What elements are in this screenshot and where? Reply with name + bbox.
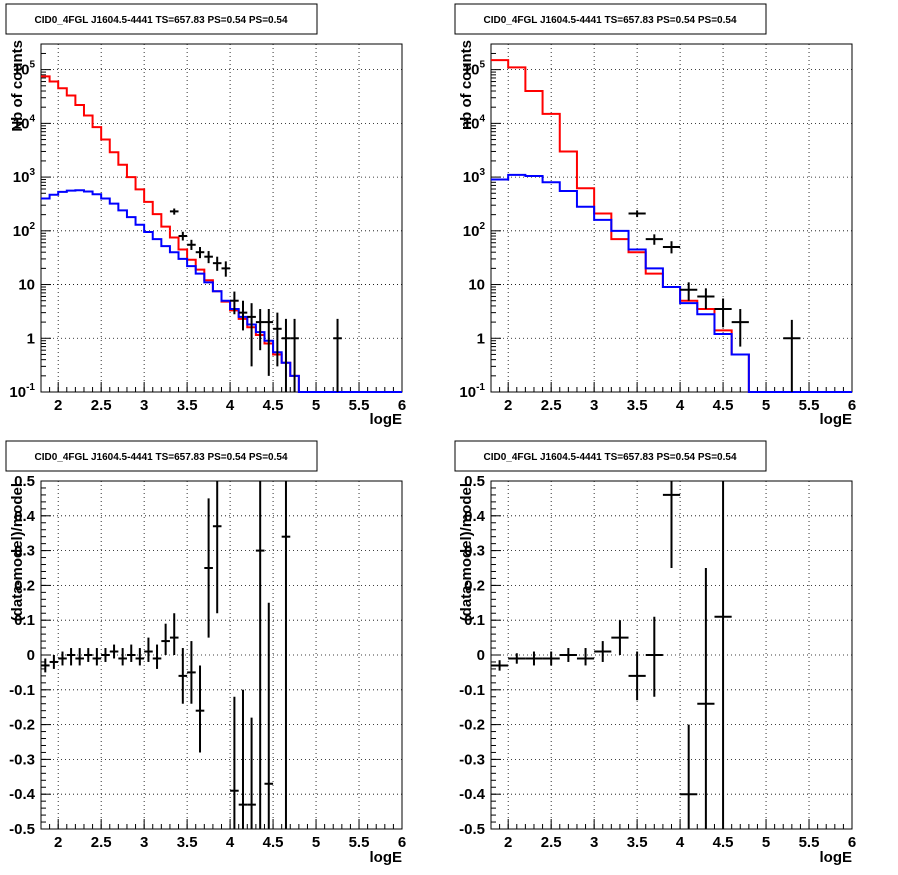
x-tick-label: 2 — [54, 397, 62, 414]
top-right-counts-panel: CID0_4FGL J1604.5-4441 TS=657.83 PS=0.54… — [454, 3, 856, 428]
y-tick-label: 103 — [13, 167, 36, 186]
x-tick-label: 5 — [312, 397, 320, 414]
x-tick-label: 3.5 — [177, 834, 198, 851]
x-tick-label: 3 — [590, 397, 598, 414]
x-tick-label: 4.5 — [263, 397, 284, 414]
y-tick-label: 0.2 — [14, 577, 35, 594]
y-tick-label: -0.2 — [9, 717, 35, 734]
x-tick-label: 4.5 — [713, 834, 734, 851]
x-tick-label: 6 — [848, 834, 856, 851]
y-axis-title: Nb of counts — [9, 40, 26, 132]
y-tick-label: -0.1 — [459, 682, 485, 699]
x-axis-title: logE — [820, 411, 853, 428]
x-tick-label: 2.5 — [91, 834, 112, 851]
x-tick-label: 5 — [762, 397, 770, 414]
x-tick-label: 4 — [226, 397, 235, 414]
y-tick-label: -0.5 — [459, 821, 485, 838]
plot-frame — [490, 43, 853, 393]
y-tick-label: 104 — [463, 113, 486, 132]
x-tick-label: 5.5 — [799, 397, 820, 414]
y-tick-label: 0.1 — [464, 612, 485, 629]
y-tick-label: 0 — [477, 647, 485, 664]
pad-title: CID0_4FGL J1604.5-4441 TS=657.83 PS=0.54… — [483, 15, 736, 26]
x-tick-label: 2 — [504, 397, 512, 414]
y-tick-label: 0.3 — [14, 543, 35, 560]
y-tick-label: -0.3 — [459, 751, 485, 768]
y-tick-label: 0.2 — [464, 577, 485, 594]
x-tick-label: 6 — [398, 397, 406, 414]
x-axis-title: logE — [370, 849, 403, 866]
x-tick-label: 3 — [140, 397, 148, 414]
y-tick-label: -0.3 — [9, 751, 35, 768]
x-axis-title: logE — [370, 411, 403, 428]
y-tick-label: 0.5 — [14, 473, 35, 490]
pad-title: CID0_4FGL J1604.5-4441 TS=657.83 PS=0.54… — [34, 15, 287, 26]
y-tick-label: 102 — [13, 221, 36, 240]
y-tick-label: 0.4 — [14, 508, 36, 525]
y-tick-label: 103 — [463, 167, 486, 186]
x-tick-label: 4 — [226, 834, 235, 851]
x-tick-label: 2.5 — [91, 397, 112, 414]
y-tick-label: -0.4 — [9, 786, 36, 803]
y-axis-title: (data-model)/model — [458, 483, 475, 621]
y-tick-label: 0.1 — [14, 612, 35, 629]
x-tick-label: 5.5 — [349, 397, 370, 414]
plot-frame — [40, 43, 403, 393]
x-tick-label: 5 — [762, 834, 770, 851]
y-tick-label: 0.3 — [464, 543, 485, 560]
y-tick-label: 102 — [463, 221, 486, 240]
x-tick-label: 3 — [140, 834, 148, 851]
x-tick-label: 3 — [590, 834, 598, 851]
x-tick-label: 4 — [676, 834, 685, 851]
y-axis-title: nb of counts — [458, 40, 475, 130]
y-tick-label: 105 — [463, 60, 486, 79]
x-tick-label: 5 — [312, 834, 320, 851]
pad-title: CID0_4FGL J1604.5-4441 TS=657.83 PS=0.54… — [34, 452, 287, 463]
pad-title-box — [454, 440, 767, 472]
x-tick-label: 5.5 — [349, 834, 370, 851]
x-tick-label: 3.5 — [627, 834, 648, 851]
x-tick-label: 4.5 — [263, 834, 284, 851]
x-tick-label: 4 — [676, 397, 685, 414]
x-tick-label: 3.5 — [177, 397, 198, 414]
x-tick-label: 3.5 — [627, 397, 648, 414]
x-tick-label: 4.5 — [713, 397, 734, 414]
y-tick-label: 104 — [13, 113, 36, 132]
x-tick-label: 2 — [54, 834, 62, 851]
bottom-left-residual-panel: CID0_4FGL J1604.5-4441 TS=657.83 PS=0.54… — [5, 440, 406, 866]
y-tick-label: 10 — [18, 277, 35, 294]
x-tick-label: 2.5 — [541, 834, 562, 851]
x-tick-label: 5.5 — [799, 834, 820, 851]
pad-title: CID0_4FGL J1604.5-4441 TS=657.83 PS=0.54… — [483, 452, 736, 463]
y-tick-label: -0.5 — [9, 821, 35, 838]
bottom-right-residual-panel: CID0_4FGL J1604.5-4441 TS=657.83 PS=0.54… — [454, 440, 856, 866]
y-tick-label: 0.4 — [464, 508, 486, 525]
background-model-histogram — [491, 173, 852, 393]
y-tick-label: -0.2 — [459, 717, 485, 734]
pad-title-box — [454, 3, 767, 35]
background-model-histogram — [41, 189, 402, 393]
y-tick-label: 10-1 — [459, 382, 485, 401]
y-tick-label: -0.1 — [9, 682, 35, 699]
y-tick-label: 105 — [13, 60, 36, 79]
x-tick-label: 6 — [398, 834, 406, 851]
x-tick-label: 6 — [848, 397, 856, 414]
y-tick-label: 10 — [468, 277, 485, 294]
y-tick-label: -0.4 — [459, 786, 486, 803]
y-tick-label: 1 — [27, 330, 35, 347]
y-tick-label: 0 — [27, 647, 35, 664]
y-tick-label: 0.5 — [464, 473, 485, 490]
x-axis-title: logE — [820, 849, 853, 866]
pad-title-box — [5, 440, 318, 472]
y-axis-title: (data-model)/model — [9, 483, 26, 621]
x-tick-label: 2.5 — [541, 397, 562, 414]
y-tick-label: 10-1 — [9, 382, 35, 401]
x-tick-label: 2 — [504, 834, 512, 851]
top-left-counts-panel: CID0_4FGL J1604.5-4441 TS=657.83 PS=0.54… — [5, 3, 406, 428]
pad-title-box — [5, 3, 318, 35]
y-tick-label: 1 — [477, 330, 485, 347]
